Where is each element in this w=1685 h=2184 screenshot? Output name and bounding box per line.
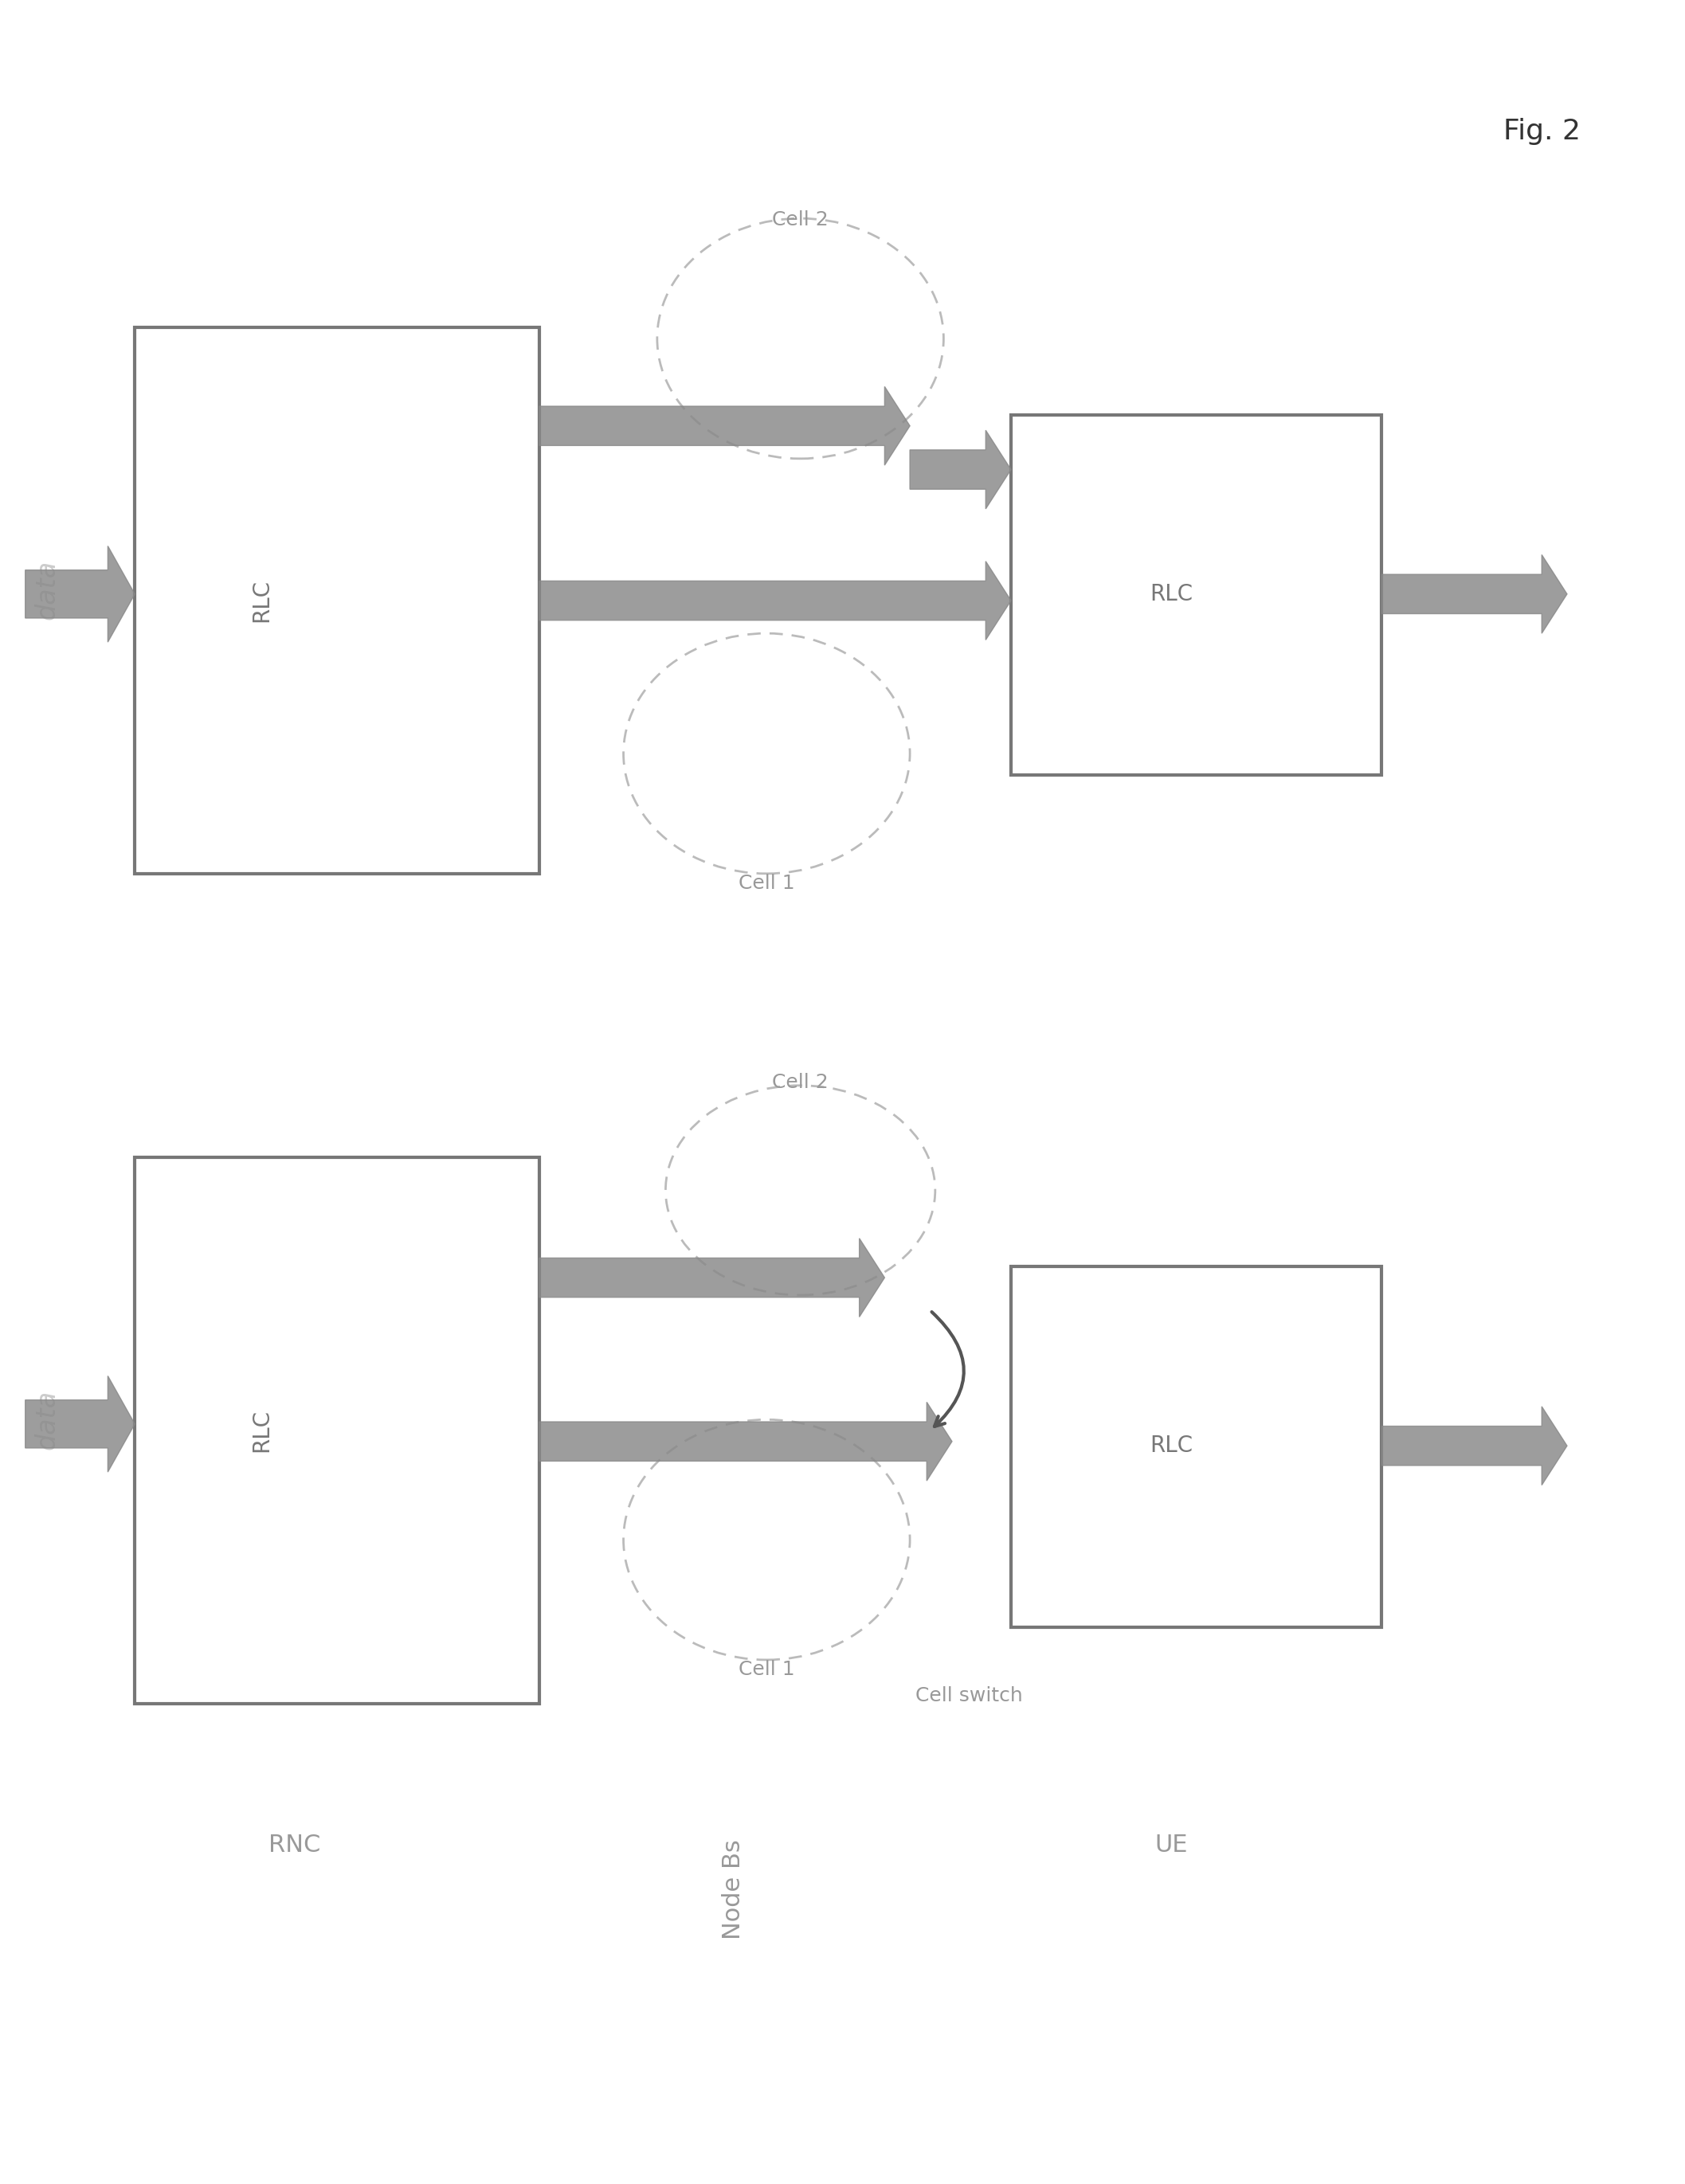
Text: Cell 2: Cell 2: [772, 210, 829, 229]
Text: RLC: RLC: [249, 579, 273, 622]
Text: RLC: RLC: [1149, 583, 1193, 605]
Text: RLC: RLC: [1149, 1435, 1193, 1457]
Bar: [135, 1158, 539, 1704]
Text: Cell 1: Cell 1: [738, 874, 795, 893]
Bar: [135, 328, 539, 874]
Text: UE: UE: [1154, 1835, 1188, 1856]
Text: Cell switch: Cell switch: [915, 1686, 1023, 1706]
FancyArrow shape: [1382, 555, 1567, 633]
Text: Cell 1: Cell 1: [738, 1660, 795, 1679]
FancyArrow shape: [539, 387, 910, 465]
Text: data: data: [34, 1389, 61, 1450]
Text: data: data: [34, 559, 61, 620]
Bar: [1011, 1267, 1382, 1627]
Text: Fig. 2: Fig. 2: [1503, 118, 1581, 144]
FancyArrow shape: [25, 1376, 135, 1472]
Text: Node Bs: Node Bs: [721, 1839, 745, 1939]
Bar: [1011, 415, 1382, 775]
FancyArrow shape: [539, 1402, 952, 1481]
Text: Cell 2: Cell 2: [772, 1072, 829, 1092]
FancyArrow shape: [910, 430, 1011, 509]
Text: RLC: RLC: [249, 1409, 273, 1452]
FancyArrow shape: [539, 561, 1011, 640]
FancyArrow shape: [25, 546, 135, 642]
FancyArrow shape: [1382, 1406, 1567, 1485]
Text: RNC: RNC: [270, 1835, 320, 1856]
FancyArrow shape: [539, 1238, 885, 1317]
